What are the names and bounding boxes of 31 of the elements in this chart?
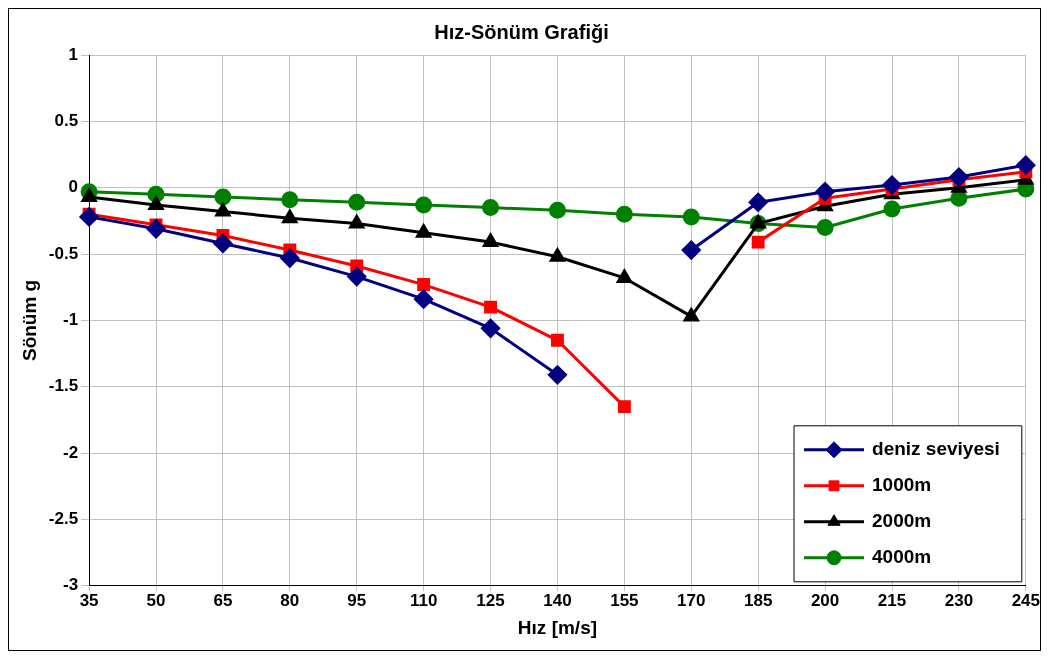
y-tick-label: -2 [62,442,79,462]
x-tick-label: 245 [1011,590,1041,610]
legend-label: deniz seviyesi [872,438,1000,460]
x-tick-label: 170 [677,590,706,610]
x-tick-label: 140 [543,590,572,610]
y-tick-label: -1.5 [48,376,79,396]
x-tick-label: 95 [347,590,367,610]
legend-label: 2000m [872,510,932,532]
y-tick-label: -3 [62,575,79,595]
x-tick-label: 230 [944,590,974,610]
y-tick-label: -2.5 [48,509,79,529]
x-tick-label: 65 [213,590,233,610]
y-tick-label: 1 [68,44,79,64]
legend-label: 1000m [872,474,932,496]
x-tick-label: 125 [476,590,505,610]
y-tick-label: 0.5 [54,111,79,131]
x-tick-label: 50 [146,590,166,610]
x-tick-label: 215 [877,590,907,610]
x-tick-label: 200 [810,590,840,610]
chart-title: Hız-Sönüm Grafiği [434,20,609,43]
legend-label: 4000m [872,546,932,568]
x-tick-label: 185 [743,590,773,610]
y-axis-title: Sönüm g [18,279,40,362]
x-tick-label: 35 [79,590,99,610]
x-tick-label: 80 [280,590,300,610]
x-tick-label: 110 [409,590,438,610]
y-tick-label: 0 [68,177,79,197]
y-tick-label: -1 [62,310,79,330]
x-tick-label: 155 [610,590,639,610]
x-axis-title: Hız [m/s] [517,616,598,638]
y-tick-label: -0.5 [48,243,79,263]
